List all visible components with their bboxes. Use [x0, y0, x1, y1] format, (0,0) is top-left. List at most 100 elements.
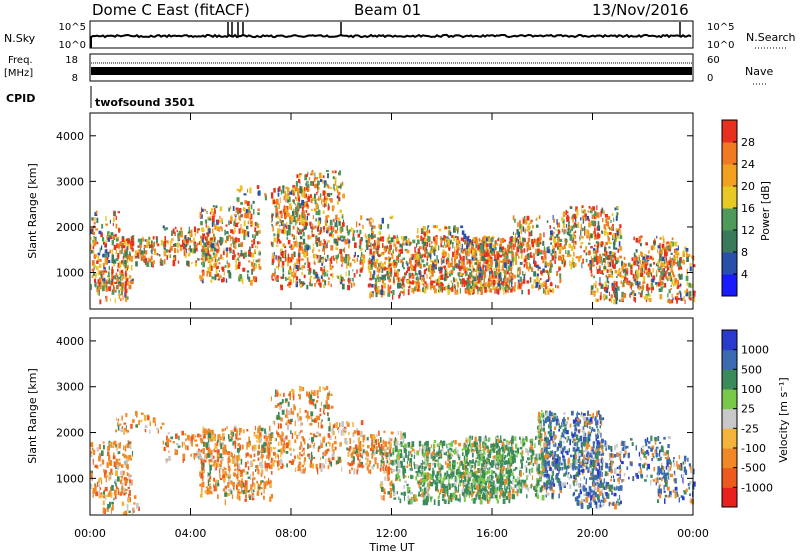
- power-cell: [648, 290, 650, 296]
- power-cell: [106, 235, 107, 240]
- power-cell: [657, 249, 658, 253]
- power-cell: [98, 253, 101, 256]
- velocity-cell: [243, 429, 245, 433]
- power-cell: [481, 289, 483, 295]
- power-cell: [517, 247, 518, 249]
- power-cell: [93, 246, 95, 250]
- velocity-cell: [301, 436, 303, 439]
- power-cell: [485, 265, 486, 268]
- power-cell: [573, 214, 575, 219]
- power-cell: [153, 236, 155, 239]
- power-cell: [624, 257, 626, 260]
- velocity-cell: [118, 425, 120, 431]
- velocity-cell: [219, 464, 222, 467]
- power-cell: [354, 242, 357, 248]
- power-cell: [218, 278, 220, 280]
- power-cell: [490, 250, 492, 254]
- power-cell: [498, 274, 499, 279]
- velocity-cell: [286, 442, 289, 448]
- power-cell: [646, 272, 647, 275]
- power-cell: [620, 235, 623, 239]
- power-cell: [219, 270, 220, 272]
- power-cell: [493, 280, 495, 285]
- power-cell: [489, 288, 492, 292]
- velocity-cell: [94, 484, 95, 487]
- power-cell: [312, 234, 315, 237]
- power-cell: [568, 228, 569, 233]
- power-cell: [252, 224, 253, 227]
- power-cell: [127, 267, 128, 270]
- velocity-cell: [232, 495, 233, 499]
- power-cell: [250, 212, 252, 218]
- power-cell: [177, 233, 178, 238]
- power-cell: [382, 268, 384, 273]
- power-cell: [406, 250, 409, 253]
- power-cell: [272, 261, 275, 264]
- power-cell: [328, 193, 330, 197]
- velocity-cell: [109, 443, 112, 445]
- power-cell: [382, 218, 384, 224]
- power-cell: [287, 237, 289, 240]
- power-cell: [317, 279, 320, 282]
- power-cell: [620, 271, 622, 277]
- power-cell: [201, 249, 203, 252]
- power-cell: [110, 237, 113, 240]
- velocity-cell: [318, 447, 320, 452]
- power-cell: [577, 222, 579, 228]
- power-cell: [545, 270, 547, 272]
- power-cell: [375, 262, 377, 267]
- power-cell: [613, 265, 616, 270]
- power-cell: [329, 234, 332, 237]
- power-cell: [312, 226, 314, 229]
- power-cell: [195, 260, 197, 262]
- power-cell: [340, 279, 341, 283]
- velocity-cell: [308, 416, 311, 419]
- power-cell: [371, 237, 373, 239]
- power-cell: [352, 259, 354, 261]
- velocity-cell: [320, 468, 322, 472]
- power-cell: [248, 254, 251, 256]
- velocity-cell: [106, 473, 107, 476]
- power-cell: [178, 261, 179, 264]
- power-cell: [455, 286, 456, 291]
- power-cell: [444, 267, 446, 269]
- velocity-cell: [220, 443, 222, 449]
- power-cell: [588, 219, 590, 221]
- power-cell: [302, 207, 304, 211]
- velocity-cell: [261, 487, 263, 489]
- power-cell: [304, 214, 306, 220]
- power-colorbar-tick-label-2: 12: [741, 224, 755, 237]
- velocity-cell: [215, 450, 217, 452]
- velocity-cell: [247, 452, 249, 455]
- power-cell: [479, 238, 480, 242]
- power-cell: [300, 189, 302, 193]
- power-cell: [385, 257, 388, 260]
- power-cell: [330, 220, 333, 226]
- velocity-cell: [288, 402, 290, 407]
- power-cell: [391, 237, 394, 242]
- velocity-cell: [219, 474, 220, 478]
- velocity-cell: [280, 452, 281, 457]
- power-cell: [242, 230, 244, 233]
- power-cell: [327, 242, 328, 248]
- power-cell: [559, 280, 561, 284]
- power-colorbar-swatch-6: [722, 142, 737, 165]
- power-cell: [306, 285, 308, 289]
- power-cell: [614, 283, 615, 286]
- power-cell: [441, 258, 442, 263]
- power-cell: [389, 263, 392, 266]
- power-cell: [649, 298, 652, 302]
- velocity-cell: [103, 492, 105, 495]
- power-cell: [479, 250, 481, 252]
- power-cell: [107, 231, 109, 233]
- power-cell: [214, 225, 216, 227]
- power-cell: [350, 263, 351, 267]
- power-cell: [553, 219, 555, 223]
- power-cell: [314, 184, 317, 188]
- power-cell: [130, 253, 131, 256]
- velocity-cell: [124, 454, 126, 458]
- power-cell: [599, 282, 602, 285]
- velocity-cell: [357, 456, 359, 461]
- power-cell: [600, 292, 601, 297]
- power-cell: [595, 221, 596, 224]
